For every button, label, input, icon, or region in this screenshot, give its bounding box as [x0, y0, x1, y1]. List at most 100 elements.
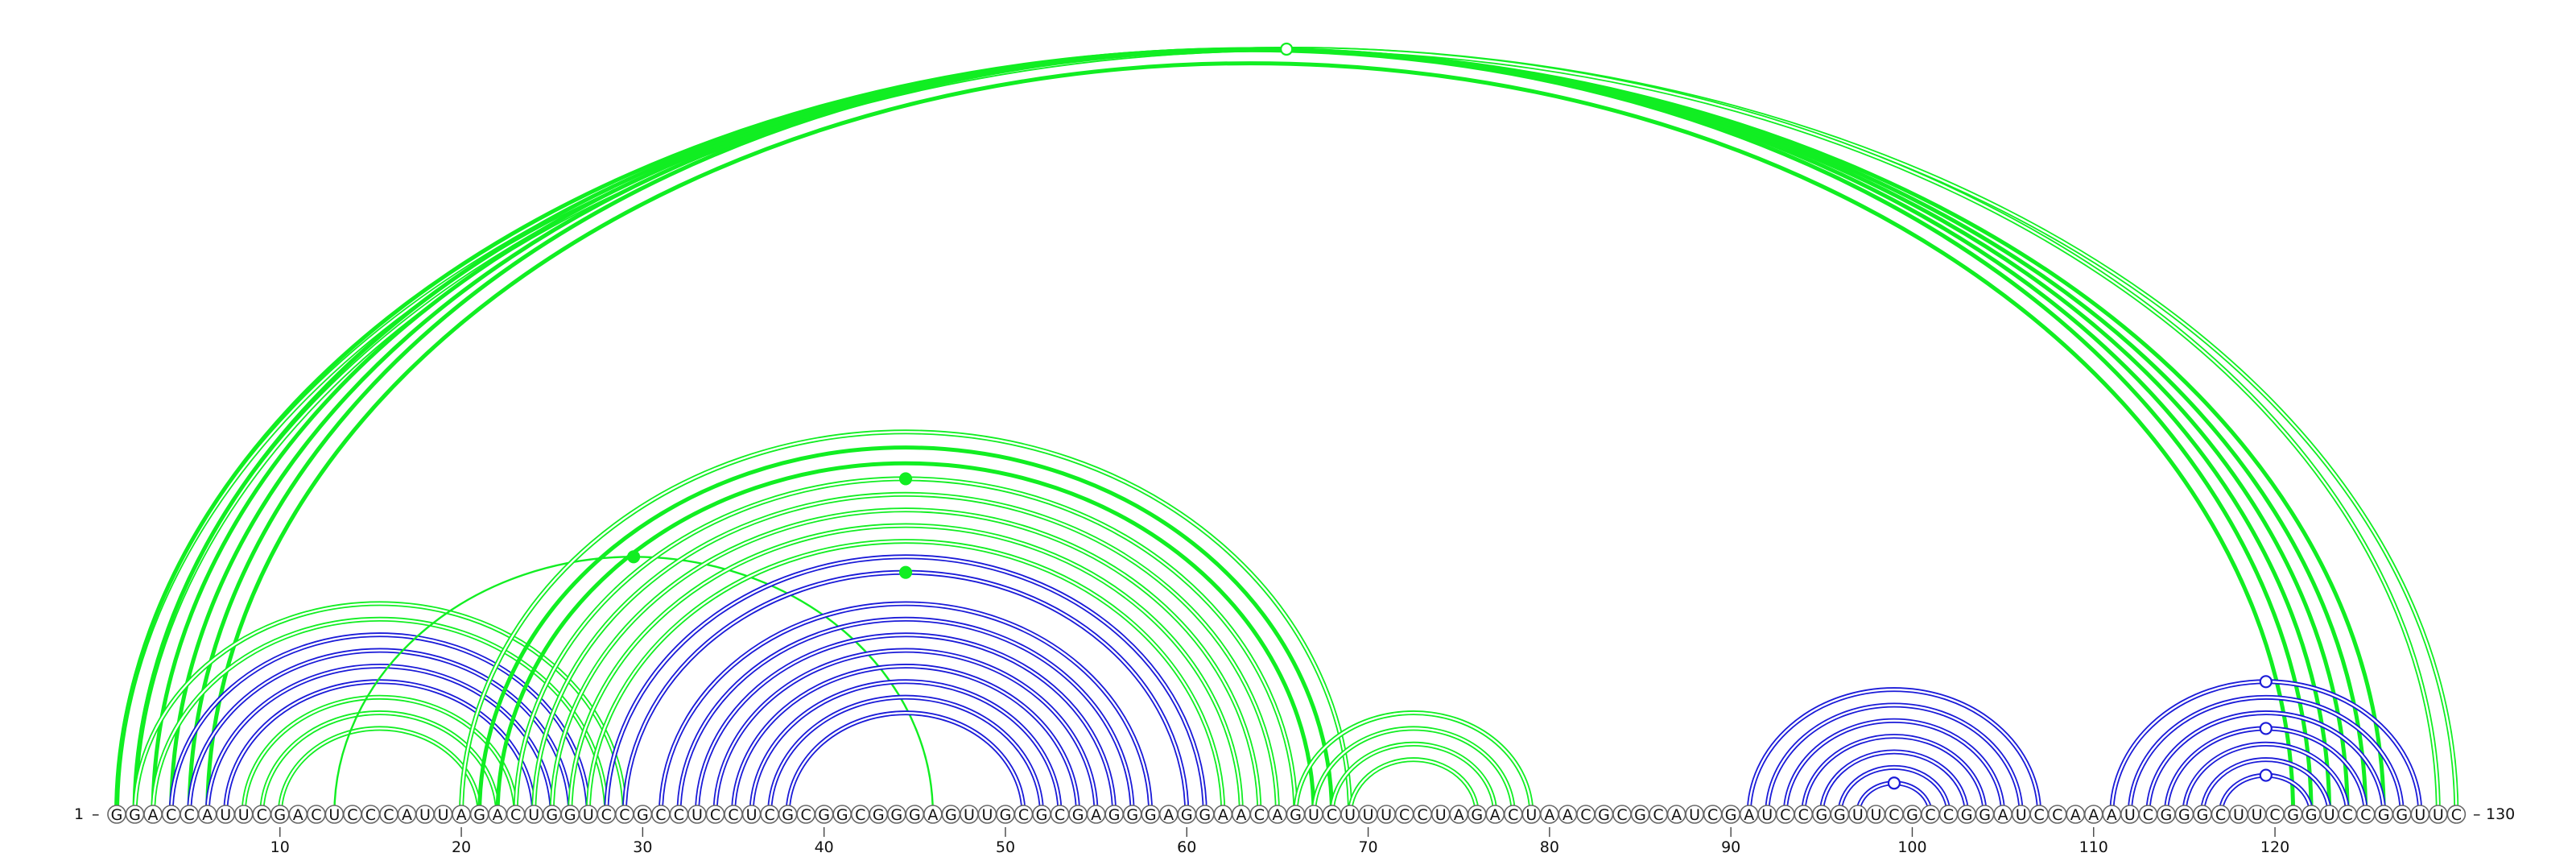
nucleotide-node	[2446, 805, 2467, 824]
nucleotide-letter: G	[1000, 806, 1012, 824]
nucleotide-letter: G	[1834, 806, 1846, 824]
pair-arc-gap	[696, 634, 1116, 815]
pair-arc-outer	[277, 726, 482, 815]
nucleotide-letter: G	[2396, 806, 2408, 824]
arc-layer	[117, 49, 2456, 814]
pair-arc-gap	[1839, 766, 1950, 815]
nucleotide-letter: U	[1870, 806, 1881, 824]
pair-arc-outer	[621, 569, 1190, 815]
pair-arc-gap	[460, 431, 1352, 815]
nucleotide-letter: C	[601, 806, 612, 824]
nucleotide-letter: G	[782, 806, 794, 824]
nucleotide-letter: A	[1272, 806, 1282, 824]
pair-arc-gap	[1331, 743, 1496, 815]
nucleotide-letter: U	[2414, 806, 2425, 824]
nucleotide-letter: U	[2016, 806, 2027, 824]
nucleotide-letter: G	[2197, 806, 2209, 824]
pair-arc-gap	[1348, 758, 1478, 815]
tick-label: 40	[815, 838, 834, 856]
nucleotide-letter: U	[328, 806, 340, 824]
nucleotide-letter: C	[2215, 806, 2226, 824]
axis-layer: 1 – – 130	[74, 805, 2515, 823]
nucleotide-letter: G	[564, 806, 576, 824]
nucleotide-letter: C	[1707, 806, 1718, 824]
nucleotide-letter: A	[1454, 806, 1464, 824]
nucleotide-letter: C	[1653, 806, 1663, 824]
pair-marker	[627, 550, 641, 564]
pair-arc-gap	[224, 681, 535, 815]
pair-arc-gap	[551, 508, 1261, 815]
nucleotide-letter: G	[1979, 806, 1991, 824]
tick-label: 60	[1177, 838, 1196, 856]
nucleotide-letter: C	[728, 806, 738, 824]
nucleotide-letter: A	[1218, 806, 1228, 824]
pair-arc-gap	[1294, 711, 1533, 815]
pair-marker	[898, 472, 913, 486]
nucleotide-letter: G	[546, 806, 558, 824]
pair-marker	[2259, 768, 2273, 782]
tick-label: 80	[1540, 838, 1559, 856]
nucleotide-letter: A	[1163, 806, 1174, 824]
pair-arc-outer	[2109, 679, 2423, 815]
nucleotide-letter: C	[1327, 806, 1337, 824]
nucleotide-letter: U	[1381, 806, 1392, 824]
pair-arc-gap	[134, 602, 626, 815]
pair-arc-gap	[605, 556, 1206, 815]
nucleotide-letter: A	[402, 806, 412, 824]
nucleotide-letter: C	[2034, 806, 2045, 824]
nucleotide-letter: A	[2070, 806, 2081, 824]
nucleotide-letter: U	[1435, 806, 1447, 824]
pair-arc-gap	[2111, 681, 2421, 815]
nucleotide-letter: U	[2233, 806, 2244, 824]
start-dash: –	[92, 805, 100, 823]
nucleotide-letter: C	[1925, 806, 1935, 824]
marker-layer	[627, 42, 2273, 790]
pair-arc-outer	[604, 554, 1208, 815]
pair-marker	[2259, 722, 2273, 735]
pair-marker	[1280, 42, 1294, 56]
pair-arc-gap	[768, 696, 1043, 815]
nucleotide-letter: U	[419, 806, 431, 824]
nucleotide-letter: C	[800, 806, 811, 824]
nucleotide-letter: G	[890, 806, 902, 824]
pair-marker	[898, 565, 913, 579]
nucleotide-letter: A	[1091, 806, 1101, 824]
pair-arc-thick	[495, 461, 1316, 815]
nucleotide-letter: U	[528, 806, 539, 824]
pair-arc-gap	[2183, 743, 2349, 815]
nucleotide-letter: U	[1344, 806, 1356, 824]
nucleotide-letter: G	[1199, 806, 1211, 824]
nucleotide-letter: C	[2360, 806, 2371, 824]
nucleotide-letter: G	[473, 806, 485, 824]
nucleotide-letter: C	[1399, 806, 1410, 824]
nucleotide-letter: U	[2252, 806, 2263, 824]
nucleotide-letter: G	[1598, 806, 1610, 824]
pair-arc-gap	[2128, 696, 2403, 815]
nucleotide-letter: A	[1236, 806, 1246, 824]
nucleotide-letter: C	[855, 806, 865, 824]
nucleotide-letter: C	[1889, 806, 1899, 824]
pair-arc-gap	[532, 493, 1279, 815]
pair-arc-outer	[1329, 741, 1498, 815]
pair-arc-gap	[242, 696, 517, 815]
nucleotide-letter: G	[1471, 806, 1483, 824]
nucleotide-letter: G	[1126, 806, 1138, 824]
end-number-label: 130	[2486, 805, 2515, 823]
pair-arc-gap	[151, 618, 608, 815]
end-dash: –	[2473, 805, 2481, 823]
pair-arc-thick	[477, 445, 1335, 815]
nucleotide-letter: G	[1634, 806, 1646, 824]
nucleotide-letter: C	[1018, 806, 1029, 824]
nucleotide-letter: A	[1490, 806, 1501, 824]
nucleotide-letter: C	[674, 806, 684, 824]
nucleotide-letter: G	[2178, 806, 2190, 824]
nucleotide-letter: G	[945, 806, 957, 824]
nucleotide-letter: C	[1580, 806, 1591, 824]
pair-arc-gap	[1766, 704, 2022, 815]
nucleotide-letter: C	[166, 806, 176, 824]
pair-arc-gap	[206, 664, 553, 815]
nucleotide-letter: C	[2269, 806, 2280, 824]
nucleotide-letter: A	[1998, 806, 2008, 824]
pair-arc-gap	[659, 602, 1152, 815]
